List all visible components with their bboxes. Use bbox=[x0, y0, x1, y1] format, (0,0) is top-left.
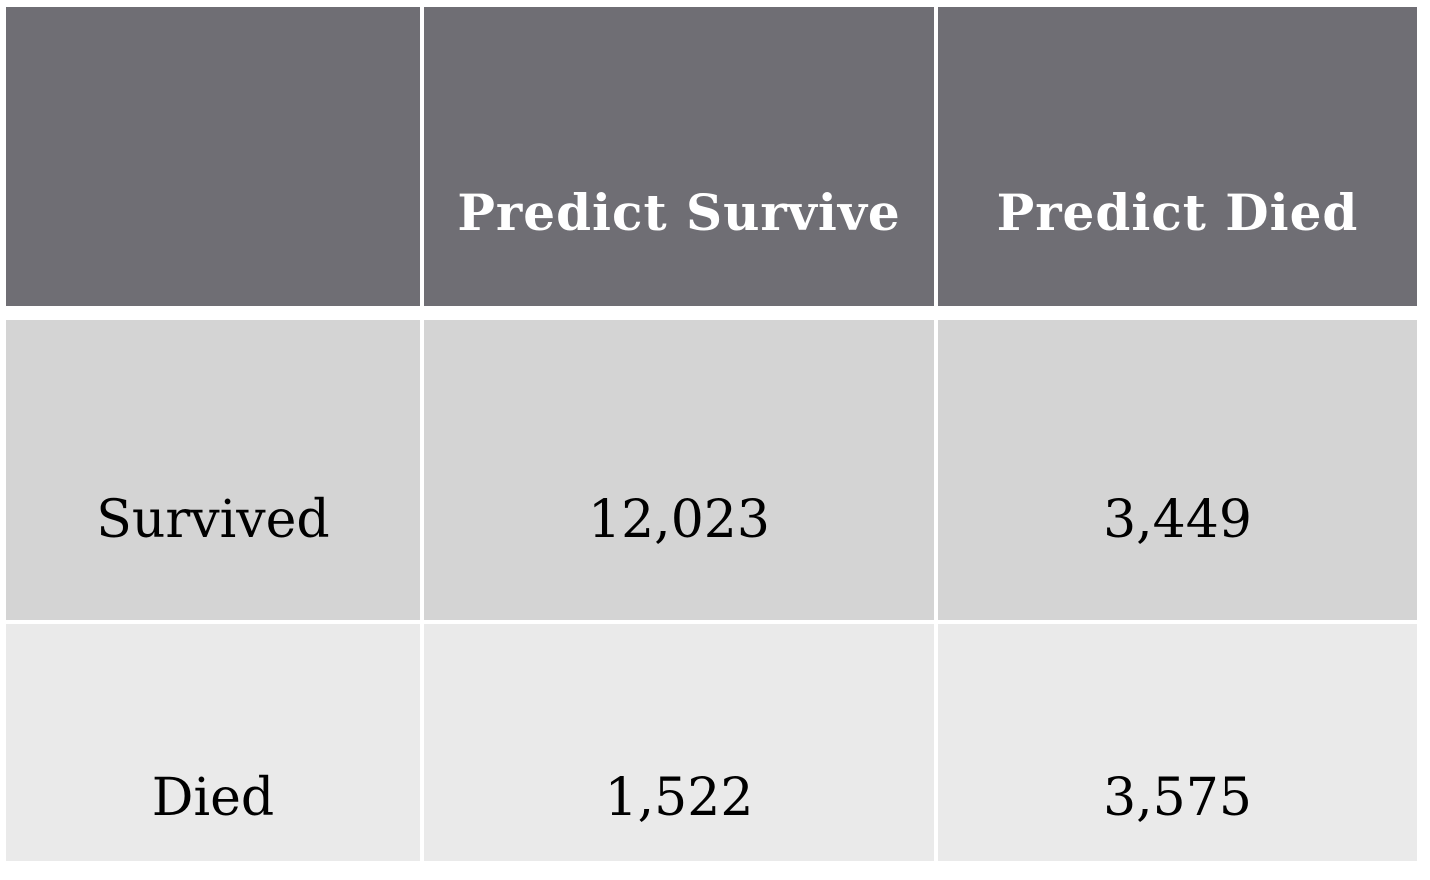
confusion-matrix-table: Predict Survive Predict Died Survived 12… bbox=[6, 7, 1417, 864]
cell-died-predict-survive: 1,522 bbox=[424, 624, 934, 861]
cell-died-predict-died: 3,575 bbox=[938, 624, 1417, 861]
cell-survived-predict-survive: 12,023 bbox=[424, 320, 934, 620]
row-label-survived: Survived bbox=[6, 320, 420, 620]
row-label-died: Died bbox=[6, 624, 420, 861]
header-corner-cell bbox=[6, 7, 420, 306]
cell-survived-predict-died: 3,449 bbox=[938, 320, 1417, 620]
header-predict-survive: Predict Survive bbox=[424, 7, 934, 306]
header-predict-died: Predict Died bbox=[938, 7, 1417, 306]
